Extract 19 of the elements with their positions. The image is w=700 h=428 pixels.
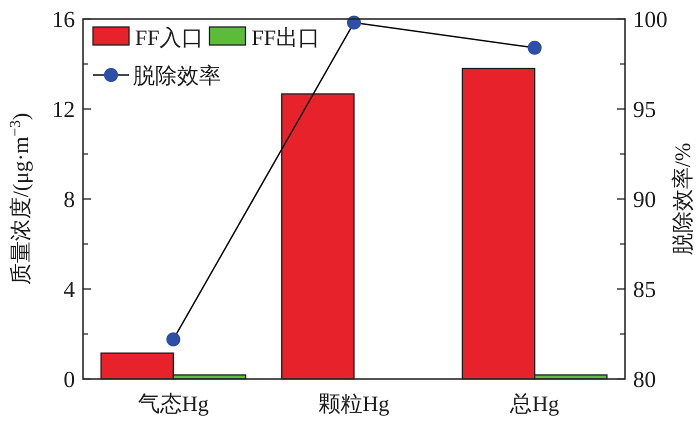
y2-tick-label: 85 <box>633 277 656 302</box>
y-tick-label: 16 <box>52 7 75 32</box>
point <box>528 40 542 55</box>
y-tick-label: 4 <box>64 277 76 302</box>
legend-label: FF出口 <box>251 25 320 50</box>
legend-label: 脱除效率 <box>133 63 221 88</box>
point <box>166 332 180 346</box>
x-tick-label: 颗粒Hg <box>318 391 390 416</box>
y-tick-label: 8 <box>64 187 75 212</box>
y2-tick-label: 100 <box>633 7 668 32</box>
y2-tick-label: 95 <box>633 97 656 122</box>
y2-tick-label: 90 <box>633 187 656 212</box>
y2-axis-title: 脱除效率/% <box>670 142 695 256</box>
y2-tick-label: 80 <box>633 367 656 392</box>
x-tick-label: 总Hg <box>509 391 560 416</box>
y-tick-label: 12 <box>52 97 75 122</box>
y-tick-label: 0 <box>64 367 75 392</box>
x-tick-label: 气态Hg <box>138 391 209 416</box>
legend-label: FF入口 <box>135 25 204 50</box>
